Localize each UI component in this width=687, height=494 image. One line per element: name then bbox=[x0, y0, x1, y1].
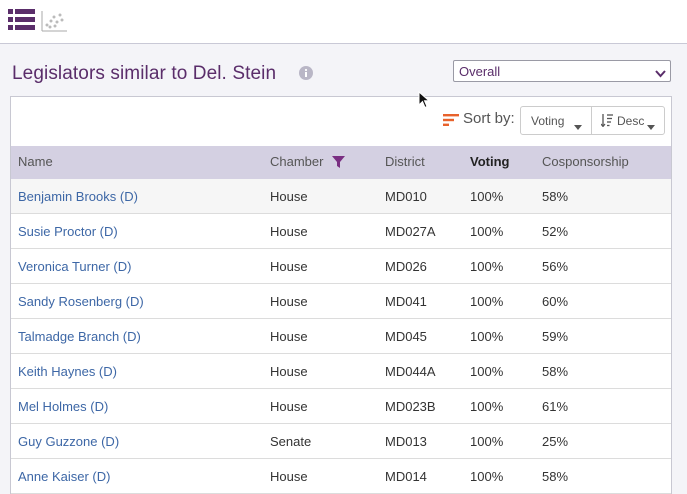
caret-down-icon bbox=[647, 119, 655, 133]
table-row: Sandy Rosenberg (D) House MD041 100% 60% bbox=[11, 284, 671, 319]
voting-cell: 100% bbox=[470, 434, 504, 449]
voting-cell: 100% bbox=[470, 329, 504, 344]
cosponsorship-cell: 59% bbox=[542, 329, 569, 344]
chamber-cell: House bbox=[270, 189, 308, 204]
sort-by-label: Sort by: bbox=[463, 110, 515, 127]
district-cell: MD041 bbox=[385, 294, 427, 309]
voting-cell: 100% bbox=[470, 399, 504, 414]
mouse-pointer-icon bbox=[418, 90, 431, 114]
column-header-district[interactable]: District bbox=[385, 154, 425, 169]
sort-direction-dropdown[interactable]: Desc bbox=[591, 106, 665, 135]
voting-cell: 100% bbox=[470, 259, 504, 274]
cosponsorship-cell: 58% bbox=[542, 364, 569, 379]
voting-cell: 100% bbox=[470, 224, 504, 239]
cosponsorship-cell: 58% bbox=[542, 469, 569, 484]
chamber-cell: House bbox=[270, 399, 308, 414]
chamber-cell: House bbox=[270, 364, 308, 379]
district-cell: MD026 bbox=[385, 259, 427, 274]
filter-icon[interactable] bbox=[332, 155, 345, 173]
chevron-down-icon bbox=[655, 66, 666, 81]
chamber-cell: Senate bbox=[270, 434, 312, 449]
voting-cell: 100% bbox=[470, 469, 504, 484]
legislator-link[interactable]: Keith Haynes (D) bbox=[18, 364, 117, 379]
table-row: Anne Kaiser (D) House MD014 100% 58% bbox=[11, 459, 671, 494]
cosponsorship-cell: 52% bbox=[542, 224, 569, 239]
sort-field-value: Voting bbox=[531, 114, 565, 128]
district-cell: MD013 bbox=[385, 434, 427, 449]
legislator-link[interactable]: Veronica Turner (D) bbox=[18, 259, 132, 274]
chamber-cell: House bbox=[270, 469, 308, 484]
cosponsorship-cell: 61% bbox=[542, 399, 569, 414]
results-panel: Sort by: Voting Desc bbox=[10, 96, 672, 494]
column-header-name[interactable]: Name bbox=[18, 154, 53, 169]
voting-cell: 100% bbox=[470, 189, 504, 204]
table-row: Guy Guzzone (D) Senate MD013 100% 25% bbox=[11, 424, 671, 459]
district-cell: MD027A bbox=[385, 224, 436, 239]
chamber-cell: House bbox=[270, 259, 308, 274]
district-cell: MD044A bbox=[385, 364, 436, 379]
column-header-cosponsorship[interactable]: Cosponsorship bbox=[542, 154, 629, 169]
legislator-link[interactable]: Sandy Rosenberg (D) bbox=[18, 294, 144, 309]
chamber-cell: House bbox=[270, 224, 308, 239]
table-row: Mel Holmes (D) House MD023B 100% 61% bbox=[11, 389, 671, 424]
table-row: Susie Proctor (D) House MD027A 100% 52% bbox=[11, 214, 671, 249]
cosponsorship-cell: 58% bbox=[542, 189, 569, 204]
voting-cell: 100% bbox=[470, 294, 504, 309]
legislator-link[interactable]: Mel Holmes (D) bbox=[18, 399, 109, 414]
chamber-cell: House bbox=[270, 329, 308, 344]
sort-controls: Sort by: Voting Desc bbox=[11, 97, 671, 145]
table-row: Keith Haynes (D) House MD044A 100% 58% bbox=[11, 354, 671, 389]
caret-down-icon bbox=[574, 119, 582, 133]
similarity-type-select[interactable]: Overall bbox=[453, 60, 671, 82]
chamber-cell: House bbox=[270, 294, 308, 309]
table-row: Talmadge Branch (D) House MD045 100% 59% bbox=[11, 319, 671, 354]
cosponsorship-cell: 25% bbox=[542, 434, 569, 449]
column-header-voting[interactable]: Voting bbox=[470, 154, 510, 169]
district-cell: MD023B bbox=[385, 399, 436, 414]
district-cell: MD010 bbox=[385, 189, 427, 204]
district-cell: MD045 bbox=[385, 329, 427, 344]
sort-desc-icon bbox=[600, 114, 613, 130]
page-header: Legislators similar to Del. Stein Overal… bbox=[12, 60, 672, 90]
legislator-link[interactable]: Susie Proctor (D) bbox=[18, 224, 118, 239]
sort-icon bbox=[443, 113, 459, 131]
page-title: Legislators similar to Del. Stein bbox=[12, 63, 277, 84]
table-header: Name Chamber District Voting Cosponsorsh… bbox=[11, 146, 671, 179]
select-value: Overall bbox=[459, 64, 501, 79]
sort-field-dropdown[interactable]: Voting bbox=[520, 106, 592, 135]
table-row: Veronica Turner (D) House MD026 100% 56% bbox=[11, 249, 671, 284]
column-header-chamber[interactable]: Chamber bbox=[270, 154, 324, 169]
cosponsorship-cell: 56% bbox=[542, 259, 569, 274]
scatter-plot-icon[interactable] bbox=[41, 11, 67, 38]
table-row: Benjamin Brooks (D) House MD010 100% 58% bbox=[11, 179, 671, 214]
district-cell: MD014 bbox=[385, 469, 427, 484]
cosponsorship-cell: 60% bbox=[542, 294, 569, 309]
info-icon[interactable] bbox=[299, 66, 313, 85]
legislator-link[interactable]: Anne Kaiser (D) bbox=[18, 469, 111, 484]
view-toolbar bbox=[0, 0, 687, 44]
legislator-link[interactable]: Talmadge Branch (D) bbox=[18, 329, 141, 344]
sort-direction-value: Desc bbox=[617, 114, 645, 128]
list-view-icon[interactable] bbox=[8, 9, 35, 36]
legislator-link[interactable]: Guy Guzzone (D) bbox=[18, 434, 120, 449]
legislator-link[interactable]: Benjamin Brooks (D) bbox=[18, 189, 138, 204]
voting-cell: 100% bbox=[470, 364, 504, 379]
